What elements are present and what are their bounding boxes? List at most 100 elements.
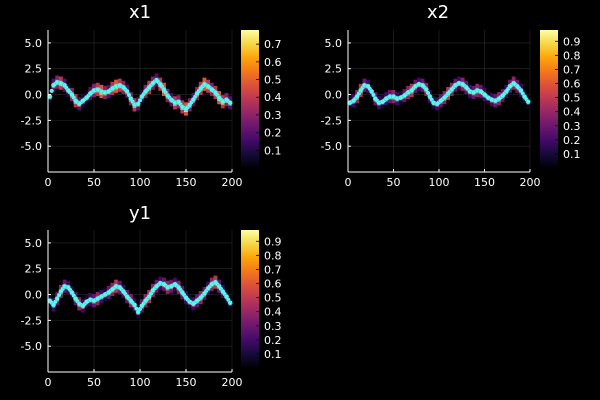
heatmap-cell bbox=[377, 96, 381, 103]
heatmap-cell bbox=[88, 293, 93, 300]
heatmap-cell bbox=[176, 102, 181, 109]
heatmap-cell bbox=[387, 97, 392, 104]
heatmap-cell bbox=[438, 101, 443, 108]
heatmap-cell bbox=[173, 277, 177, 284]
x-tick-label: 0 bbox=[345, 176, 352, 189]
heatmap-cell bbox=[158, 276, 163, 283]
scatter-point bbox=[146, 294, 152, 300]
heatmap-cell bbox=[475, 83, 480, 90]
heatmap-cell bbox=[522, 97, 527, 104]
y-tick-label: 2.5 bbox=[25, 263, 43, 276]
x-tick-label: 100 bbox=[130, 376, 151, 389]
heatmap-cell bbox=[99, 92, 104, 99]
heatmap-cell bbox=[224, 100, 229, 107]
heatmap-cell bbox=[180, 285, 185, 292]
heatmap-cell bbox=[195, 294, 199, 301]
heatmap-cell bbox=[486, 91, 491, 98]
heatmap-cell bbox=[187, 98, 192, 105]
heatmap-cell bbox=[88, 86, 93, 93]
heatmap-cell bbox=[95, 299, 100, 306]
heatmap-cell bbox=[482, 95, 487, 102]
heatmap-cell bbox=[55, 75, 60, 82]
scatter-point bbox=[525, 99, 531, 105]
heatmap-cell bbox=[504, 92, 509, 99]
heatmap-cell bbox=[92, 294, 96, 301]
heatmap-cell bbox=[202, 286, 207, 293]
heatmap-cell bbox=[482, 87, 487, 94]
heatmap-cell bbox=[77, 297, 82, 304]
heatmap-cell bbox=[103, 85, 107, 92]
colorbar-tick-label: 0.2 bbox=[563, 134, 581, 147]
heatmap-cell bbox=[515, 79, 520, 86]
heatmap-cell bbox=[184, 298, 188, 305]
scatter-point bbox=[227, 300, 233, 306]
heatmap-cell bbox=[515, 86, 520, 93]
heatmap-cell bbox=[147, 297, 152, 304]
heatmap-cell bbox=[402, 88, 407, 95]
heatmap-cell bbox=[402, 96, 407, 103]
heatmap-cell bbox=[184, 102, 188, 109]
heatmap-cell bbox=[161, 277, 166, 284]
heatmap-cell bbox=[220, 292, 225, 299]
heatmap-cell bbox=[213, 85, 218, 92]
heatmap-cell bbox=[202, 294, 207, 301]
heatmap-cell bbox=[184, 291, 188, 298]
heatmap-cell bbox=[206, 281, 211, 288]
heatmap-cell bbox=[198, 291, 203, 298]
heatmap-cell bbox=[493, 101, 498, 108]
heatmap-cell bbox=[51, 85, 56, 92]
heatmap-cell bbox=[77, 104, 82, 111]
heatmap-cell bbox=[431, 103, 436, 110]
heatmap-cell bbox=[420, 85, 425, 92]
heatmap-cell bbox=[158, 77, 163, 84]
heatmap-cell bbox=[154, 80, 159, 87]
heatmap-cell bbox=[460, 84, 465, 91]
heatmap-cell bbox=[489, 93, 494, 100]
heatmap-cell bbox=[209, 82, 214, 89]
heatmap-cell bbox=[47, 89, 52, 96]
y-tick-label: 2.5 bbox=[25, 63, 43, 76]
colorbar-tick-label: 0.4 bbox=[563, 106, 581, 119]
colorbar-tick-label: 0.6 bbox=[264, 278, 282, 291]
heatmap-cell bbox=[58, 76, 63, 83]
colorbar-tick-label: 0.3 bbox=[264, 320, 282, 333]
heatmap-cell bbox=[110, 289, 115, 296]
heatmap-cell bbox=[84, 91, 89, 98]
heatmap-cell bbox=[125, 297, 130, 304]
heatmap-cell bbox=[161, 284, 166, 291]
heatmap-cell bbox=[136, 312, 141, 319]
heatmap-cell bbox=[114, 279, 119, 286]
heatmap-cell bbox=[191, 297, 196, 304]
colorbar-tick-label: 0.1 bbox=[563, 148, 581, 161]
heatmap-cell bbox=[66, 280, 71, 287]
colorbar-tick-label: 0.9 bbox=[563, 35, 581, 48]
heatmap-cell bbox=[103, 287, 107, 294]
heatmap-cell bbox=[191, 100, 196, 107]
colorbar-gradient bbox=[241, 230, 259, 368]
colorbar-gradient bbox=[241, 30, 259, 168]
heatmap-cell bbox=[128, 294, 133, 301]
heatmap-cell bbox=[169, 286, 174, 293]
y-tick-label: -2.5 bbox=[321, 114, 342, 127]
heatmap-cell bbox=[58, 83, 63, 90]
heatmap-cell bbox=[504, 84, 509, 91]
y-tick-label: 0.0 bbox=[25, 289, 43, 302]
heatmap-cell bbox=[351, 94, 356, 101]
heatmap-cell bbox=[143, 294, 148, 301]
heatmap-cell bbox=[165, 280, 170, 287]
heatmap-cell bbox=[55, 82, 60, 89]
heatmap-cell bbox=[213, 282, 218, 289]
colorbar-tick-label: 0.8 bbox=[264, 249, 282, 262]
y-tick-label: -5.0 bbox=[21, 340, 42, 353]
heatmap-cell bbox=[117, 78, 122, 85]
heatmap-cell bbox=[453, 78, 458, 85]
heatmap-cell bbox=[471, 85, 476, 92]
heatmap-cell bbox=[99, 289, 104, 296]
heatmap-cell bbox=[217, 279, 222, 286]
scatter-point bbox=[131, 302, 137, 308]
colorbar-tick-label: 0.1 bbox=[264, 144, 282, 157]
heatmap-cell bbox=[358, 83, 363, 90]
heatmap-cell bbox=[77, 304, 82, 311]
heatmap-cell bbox=[95, 89, 100, 96]
heatmap-cell bbox=[121, 87, 126, 94]
